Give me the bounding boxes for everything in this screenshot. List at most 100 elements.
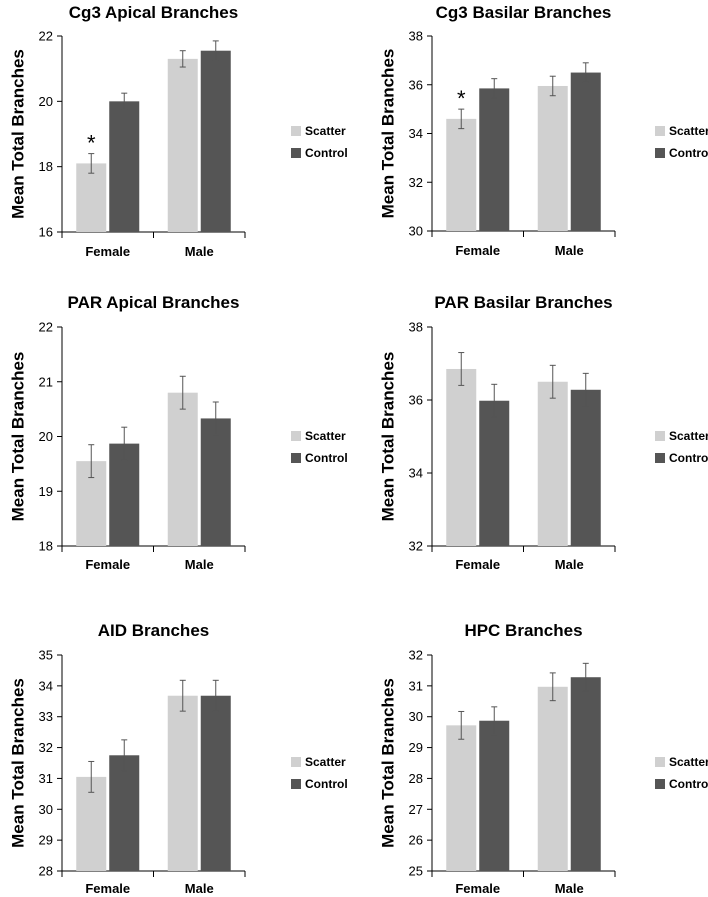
legend-swatch-control (655, 148, 665, 158)
bar-scatter-male (537, 686, 568, 871)
x-category-label: Female (455, 557, 500, 572)
x-category-label: Female (85, 244, 130, 259)
y-tick-label: 32 (409, 648, 423, 663)
x-category-label: Female (455, 881, 500, 896)
legend-label-control: Control (669, 146, 708, 160)
legend-label-control: Control (305, 777, 348, 791)
legend-swatch-scatter (655, 431, 665, 441)
y-tick-label: 18 (39, 539, 53, 554)
significance-marker: * (87, 131, 96, 156)
y-tick-label: 34 (39, 678, 53, 693)
bar-control-female (479, 88, 510, 231)
y-tick-label: 36 (409, 77, 423, 92)
bar-control-female (479, 720, 510, 871)
legend-swatch-scatter (655, 757, 665, 767)
y-tick-label: 26 (409, 833, 423, 848)
y-tick-label: 34 (409, 466, 423, 481)
y-tick-label: 34 (409, 126, 423, 141)
bar-scatter-female (446, 368, 477, 546)
y-tick-label: 29 (39, 833, 53, 848)
y-tick-label: 30 (409, 709, 423, 724)
chart-title: Cg3 Basilar Branches (436, 3, 612, 22)
y-tick-label: 31 (39, 771, 53, 786)
y-tick-label: 19 (39, 484, 53, 499)
bar-control-female (109, 443, 140, 546)
x-category-label: Female (455, 243, 500, 258)
y-tick-label: 20 (39, 94, 53, 109)
legend-swatch-control (655, 779, 665, 789)
x-category-label: Female (85, 881, 130, 896)
legend-label-control: Control (669, 777, 708, 791)
significance-marker: * (457, 86, 466, 111)
legend-label-scatter: Scatter (669, 755, 708, 769)
y-tick-label: 31 (409, 678, 423, 693)
bar-control-female (109, 101, 140, 232)
x-category-label: Male (185, 881, 214, 896)
legend-swatch-scatter (291, 757, 301, 767)
x-category-label: Male (555, 557, 584, 572)
y-tick-label: 22 (39, 320, 53, 335)
bar-control-female (479, 400, 510, 546)
chart-panel-6: HPC Branches Mean Total Branches 25 26 27 28 2… (379, 621, 708, 896)
legend-label-scatter: Scatter (669, 429, 708, 443)
chart-panel-2: Cg3 Basilar Branches Mean Total Branches 3… (379, 3, 708, 258)
x-category-label: Female (85, 557, 130, 572)
bar-scatter-male (537, 85, 568, 231)
bar-scatter-male (167, 58, 198, 232)
chart-title: PAR Basilar Branches (434, 293, 612, 312)
bar-scatter-female (446, 118, 477, 231)
bar-control-male (200, 418, 231, 546)
bar-control-male (200, 695, 231, 871)
bar-control-female (109, 755, 140, 871)
y-tick-label: 20 (39, 429, 53, 444)
y-axis-label: Mean Total Branches (9, 352, 28, 522)
y-tick-label: 22 (39, 29, 53, 44)
legend-swatch-scatter (291, 126, 301, 136)
legend-label-scatter: Scatter (669, 124, 708, 138)
x-category-label: Male (555, 243, 584, 258)
x-category-label: Male (185, 557, 214, 572)
y-tick-label: 18 (39, 159, 53, 174)
y-axis-label: Mean Total Branches (379, 352, 398, 522)
bar-scatter-female (446, 725, 477, 871)
legend-label-scatter: Scatter (305, 429, 346, 443)
y-tick-label: 32 (409, 175, 423, 190)
bar-control-male (570, 389, 601, 546)
bar-scatter-female (76, 163, 107, 232)
chart-panel-1: Cg3 Apical Branches Mean Total Branches 16… (9, 3, 348, 259)
bar-scatter-male (537, 381, 568, 546)
legend-swatch-control (655, 453, 665, 463)
y-axis-label: Mean Total Branches (379, 49, 398, 219)
legend-label-scatter: Scatter (305, 124, 346, 138)
chart-title: AID Branches (98, 621, 209, 640)
y-tick-label: 28 (409, 771, 423, 786)
legend-label-control: Control (305, 451, 348, 465)
y-tick-label: 21 (39, 374, 53, 389)
y-tick-label: 38 (409, 320, 423, 335)
y-tick-label: 35 (39, 648, 53, 663)
y-tick-label: 30 (39, 802, 53, 817)
y-tick-label: 36 (409, 393, 423, 408)
y-axis-label: Mean Total Branches (379, 678, 398, 848)
y-tick-label: 16 (39, 225, 53, 240)
y-axis-label: Mean Total Branches (9, 678, 28, 848)
bar-scatter-male (167, 695, 198, 871)
bar-scatter-male (167, 392, 198, 546)
y-tick-label: 29 (409, 740, 423, 755)
y-tick-label: 32 (409, 539, 423, 554)
y-tick-label: 27 (409, 802, 423, 817)
legend-label-scatter: Scatter (305, 755, 346, 769)
legend-swatch-control (291, 453, 301, 463)
chart-title: Cg3 Apical Branches (69, 3, 238, 22)
bar-control-male (570, 677, 601, 871)
chart-panel-5: AID Branches Mean Total Branches 28 29 30 31 3… (9, 621, 348, 896)
legend-swatch-control (291, 779, 301, 789)
chart-panel-4: PAR Basilar Branches Mean Total Branches 3… (379, 293, 708, 572)
bar-control-male (570, 72, 601, 231)
y-tick-label: 32 (39, 740, 53, 755)
y-tick-label: 33 (39, 709, 53, 724)
chart-title: PAR Apical Branches (68, 293, 240, 312)
chart-title: HPC Branches (464, 621, 582, 640)
legend-label-control: Control (669, 451, 708, 465)
